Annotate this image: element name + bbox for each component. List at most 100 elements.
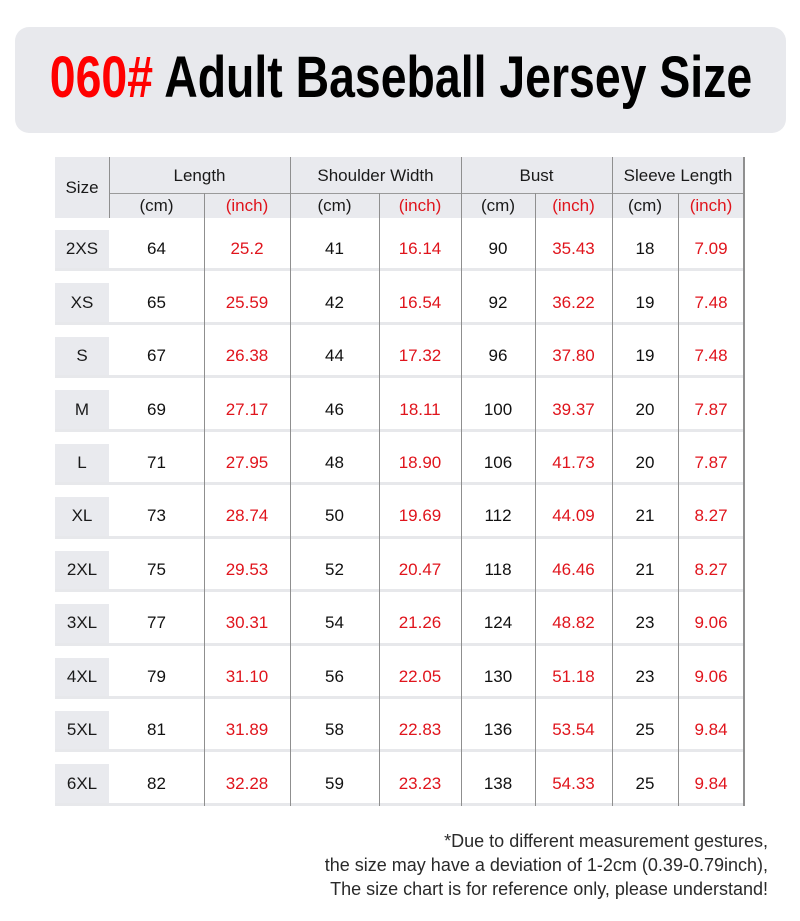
size-cell: 6XL xyxy=(55,764,109,803)
bust-inch-cell: 37.80 xyxy=(552,346,595,366)
length-cm-cell: 64 xyxy=(147,239,166,259)
table-row: 2XS 64 25.2 41 16.14 90 35.43 18 7.09 xyxy=(55,218,744,272)
table-row: 2XL 75 29.53 52 20.47 118 46.46 21 8.27 xyxy=(55,539,744,593)
sleeve-cm-cell: 18 xyxy=(635,239,655,259)
sleeve-inch-header: (inch) xyxy=(689,195,733,215)
length-group-header: Length xyxy=(173,166,226,185)
table-row: M 69 27.17 46 18.11 100 39.37 20 7.87 xyxy=(55,378,744,432)
shoulder-cm-cell: 48 xyxy=(325,452,344,472)
length-cm-cell: 69 xyxy=(147,399,166,419)
length-cm-cell: 81 xyxy=(147,720,166,740)
bust-inch-cell: 41.73 xyxy=(552,452,595,472)
bust-inch-cell: 54.33 xyxy=(552,773,595,793)
shoulder-inch-cell: 17.32 xyxy=(398,346,442,366)
length-inch-header: (inch) xyxy=(225,195,269,215)
bust-cm-cell: 118 xyxy=(484,559,512,579)
length-inch-cell: 31.10 xyxy=(225,666,269,686)
length-cm-cell: 75 xyxy=(147,559,166,579)
size-cell: L xyxy=(55,443,109,483)
sleeve-length-group-header: Sleeve Length xyxy=(623,166,733,185)
sleeve-cm-cell: 25 xyxy=(635,720,655,740)
page-title: 060# Adult Baseball Jersey Size xyxy=(49,49,751,107)
sleeve-inch-cell: 8.27 xyxy=(694,559,728,579)
size-cell: 5XL xyxy=(55,710,109,750)
bust-cm-cell: 100 xyxy=(483,399,513,419)
length-inch-cell: 27.17 xyxy=(225,399,269,419)
length-cm-cell: 73 xyxy=(147,506,166,526)
bust-cm-cell: 112 xyxy=(484,506,512,526)
shoulder-cm-cell: 56 xyxy=(325,666,344,686)
table-body: 2XS 64 25.2 41 16.14 90 35.43 18 7.09 XS… xyxy=(55,218,744,806)
sleeve-cm-cell: 23 xyxy=(635,613,655,633)
bust-inch-cell: 36.22 xyxy=(552,292,595,312)
column-divider xyxy=(460,157,462,806)
sleeve-cm-cell: 19 xyxy=(635,346,655,366)
size-cell: XL xyxy=(55,497,109,536)
sleeve-cm-cell: 25 xyxy=(635,773,655,793)
product-code: 060# xyxy=(49,45,153,110)
disclaimer-note: *Due to different measurement gestures, … xyxy=(325,829,768,901)
shoulder-inch-cell: 23.23 xyxy=(398,773,442,793)
table-row: 4XL 79 31.10 56 22.05 130 51.18 23 9.06 xyxy=(55,646,744,699)
column-divider xyxy=(289,157,291,806)
table-row: 5XL 81 31.89 58 22.83 136 53.54 25 9.84 xyxy=(55,699,744,753)
shoulder-cm-cell: 54 xyxy=(325,613,344,633)
sleeve-cm-cell: 20 xyxy=(635,399,655,419)
shoulder-inch-cell: 22.05 xyxy=(398,666,442,686)
bust-cm-cell: 124 xyxy=(483,613,513,633)
table-row: L 71 27.95 48 18.90 106 41.73 20 7.87 xyxy=(55,432,744,486)
sleeve-inch-cell: 9.84 xyxy=(694,773,728,793)
shoulder-inch-cell: 21.26 xyxy=(398,613,442,633)
size-cell: S xyxy=(55,336,109,376)
length-inch-cell: 29.53 xyxy=(225,559,269,579)
shoulder-cm-cell: 44 xyxy=(325,346,344,366)
bust-inch-cell: 53.54 xyxy=(552,720,595,740)
size-table: Size Length Shoulder Width Bust Sleeve L… xyxy=(55,157,745,807)
length-cm-cell: 67 xyxy=(147,346,166,366)
sleeve-cm-header: (cm) xyxy=(628,195,662,215)
length-cm-cell: 77 xyxy=(147,613,166,633)
shoulder-inch-cell: 16.54 xyxy=(398,292,442,312)
shoulder-inch-cell: 20.47 xyxy=(398,559,442,579)
length-cm-cell: 71 xyxy=(147,452,166,472)
length-inch-cell: 27.95 xyxy=(225,452,269,472)
shoulder-cm-cell: 59 xyxy=(325,773,344,793)
shoulder-inch-cell: 16.14 xyxy=(398,239,442,259)
shoulder-cm-header: (cm) xyxy=(317,195,352,215)
bust-inch-cell: 44.09 xyxy=(552,506,595,526)
sleeve-inch-cell: 9.06 xyxy=(694,613,728,633)
size-cell: 2XS xyxy=(55,230,109,269)
bust-inch-header: (inch) xyxy=(552,195,595,215)
sleeve-cm-cell: 23 xyxy=(635,666,655,686)
sleeve-cm-cell: 21 xyxy=(635,506,655,526)
bust-inch-cell: 46.46 xyxy=(552,559,595,579)
shoulder-inch-cell: 18.11 xyxy=(399,399,441,419)
sleeve-inch-cell: 8.27 xyxy=(694,506,728,526)
bust-cm-cell: 106 xyxy=(483,452,513,472)
sleeve-cm-cell: 19 xyxy=(635,292,655,312)
sleeve-inch-cell: 7.48 xyxy=(694,346,728,366)
shoulder-cm-cell: 46 xyxy=(325,399,344,419)
table-row: XL 73 28.74 50 19.69 112 44.09 21 8.27 xyxy=(55,485,744,539)
bust-inch-cell: 51.18 xyxy=(552,666,595,686)
shoulder-cm-cell: 42 xyxy=(325,292,344,312)
title-banner: 060# Adult Baseball Jersey Size xyxy=(15,27,786,133)
sleeve-inch-cell: 7.48 xyxy=(694,292,728,312)
table-right-border xyxy=(743,157,745,806)
sleeve-cm-cell: 21 xyxy=(635,559,655,579)
bust-cm-cell: 92 xyxy=(488,292,508,312)
length-inch-cell: 31.89 xyxy=(225,720,269,740)
table-row: 6XL 82 32.28 59 23.23 138 54.33 25 9.84 xyxy=(55,752,744,806)
bust-inch-cell: 35.43 xyxy=(552,239,595,259)
bust-inch-cell: 48.82 xyxy=(552,613,595,633)
column-divider xyxy=(108,157,110,218)
length-cm-cell: 79 xyxy=(147,666,166,686)
shoulder-inch-header: (inch) xyxy=(398,195,442,215)
bust-cm-cell: 136 xyxy=(483,720,513,740)
shoulder-inch-cell: 22.83 xyxy=(398,720,442,740)
table-row: XS 65 25.59 42 16.54 92 36.22 19 7.48 xyxy=(55,271,744,325)
column-divider xyxy=(677,193,679,806)
size-cell: 2XL xyxy=(55,550,109,590)
length-cm-cell: 82 xyxy=(147,773,166,793)
length-cm-header: (cm) xyxy=(139,195,174,215)
